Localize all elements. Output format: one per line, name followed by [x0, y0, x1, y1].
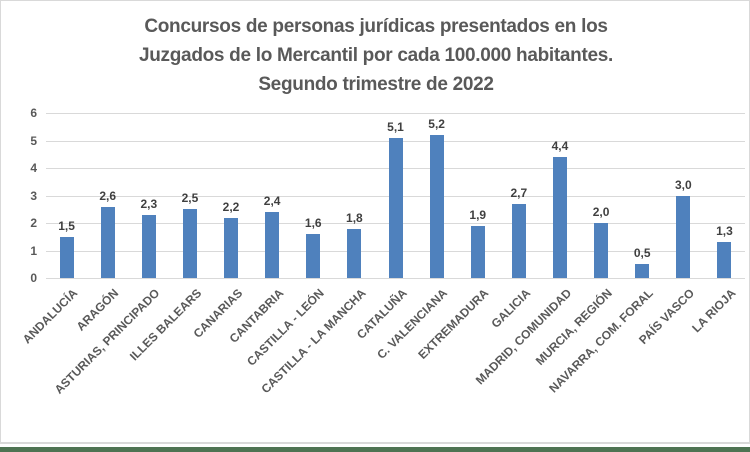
y-axis-tick-label: 6	[30, 106, 37, 120]
y-axis-tick-label: 0	[30, 271, 37, 285]
bar	[511, 203, 526, 278]
bar	[100, 206, 115, 278]
bar	[182, 209, 197, 278]
data-label: 1,8	[346, 210, 363, 225]
data-label: 2,7	[510, 185, 528, 200]
data-label: 2,6	[99, 188, 117, 203]
data-label: 4,4	[551, 139, 569, 153]
bar	[635, 264, 650, 278]
bar	[552, 157, 567, 278]
bar	[717, 242, 732, 278]
category-label-text: MURCIA, REGIÓN	[532, 286, 615, 369]
category-label-text: CASTILLA - LEÓN	[244, 286, 328, 369]
y-axis-tick-label: 3	[30, 188, 37, 203]
data-label: 2,2	[222, 199, 240, 214]
bar	[676, 195, 691, 278]
data-label: 1,5	[58, 218, 75, 233]
bar	[265, 212, 280, 278]
bar	[141, 214, 156, 278]
bar	[388, 137, 403, 278]
chart-title-line-1: Concursos de personas jurídicas presenta…	[144, 16, 608, 37]
data-label: 1,3	[716, 224, 733, 239]
data-label: 1,6	[304, 216, 322, 230]
data-label: 2,5	[181, 191, 199, 206]
chart-title: Concursos de personas jurídicas presenta…	[1, 12, 750, 99]
excel-bottom-bar	[0, 447, 750, 452]
bar	[347, 228, 362, 278]
data-label: 5,2	[428, 117, 445, 131]
category-label-text: C. VALENCIANA	[374, 286, 451, 362]
bar	[59, 236, 74, 278]
bar	[594, 223, 609, 278]
y-axis-tick-label: 5	[30, 133, 37, 148]
y-axis-tick-label: 4	[30, 161, 37, 175]
bar	[470, 225, 485, 278]
data-label: 0,5	[633, 246, 651, 261]
gridline	[46, 113, 745, 114]
category-label-text: ILLES BALEARS	[126, 286, 204, 364]
data-label: 2,4	[263, 194, 281, 208]
data-label: 5,1	[387, 119, 404, 134]
bar	[429, 135, 444, 278]
chart-title-line-3: Segundo trimestre de 2022	[258, 74, 494, 95]
y-axis-tick-label: 1	[30, 243, 37, 258]
bar	[224, 217, 239, 278]
category-label-text: LA RIOJA	[689, 286, 739, 336]
data-label: 1,9	[469, 207, 487, 222]
y-axis-tick-label: 2	[30, 216, 37, 230]
data-label: 2,3	[140, 196, 158, 211]
chart-title-line-2: Juzgados de lo Mercantil por cada 100.00…	[138, 45, 614, 66]
data-label: 3,0	[674, 177, 692, 192]
data-label: 2,0	[592, 205, 610, 219]
category-label-text: ANDALUCÍA	[20, 286, 81, 347]
gridline	[46, 278, 745, 279]
bar	[306, 234, 321, 278]
